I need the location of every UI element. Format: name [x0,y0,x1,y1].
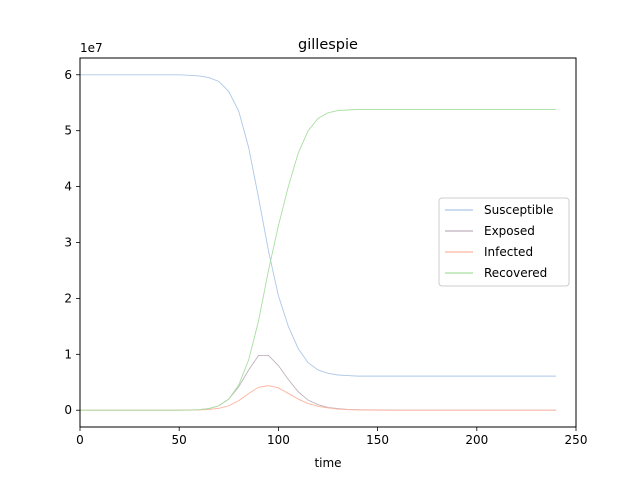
y-tick-label: 4 [64,180,72,194]
y-tick-label: 5 [64,124,72,138]
x-axis: 0 50 100 150 200 250 [76,427,587,447]
legend-label-infected: Infected [484,245,533,259]
series-line-susceptible [80,74,557,377]
y-axis-offset-label: 1e7 [80,41,103,55]
y-tick-label: 3 [64,236,72,250]
x-tick-label: 200 [465,433,488,447]
legend-label-susceptible: Susceptible [484,203,553,217]
x-tick-label: 100 [267,433,290,447]
x-tick-label: 0 [76,433,84,447]
series-line-recovered [80,108,557,411]
x-axis-label: time [314,456,341,470]
legend-label-exposed: Exposed [484,224,535,238]
x-tick-label: 250 [565,433,588,447]
legend-box [438,197,570,287]
legend-label-recovered: Recovered [484,266,547,280]
x-tick-label: 50 [172,433,187,447]
series-layer [80,74,557,411]
y-tick-label: 1 [64,347,72,361]
legend: Susceptible Exposed Infected Recovered [438,197,570,287]
y-tick-label: 2 [64,291,72,305]
y-axis: 0 1 2 3 4 5 6 [64,68,80,417]
y-tick-label: 0 [64,403,72,417]
chart-title: gillespie [298,37,358,53]
y-tick-label: 6 [64,68,72,82]
x-tick-label: 150 [366,433,389,447]
